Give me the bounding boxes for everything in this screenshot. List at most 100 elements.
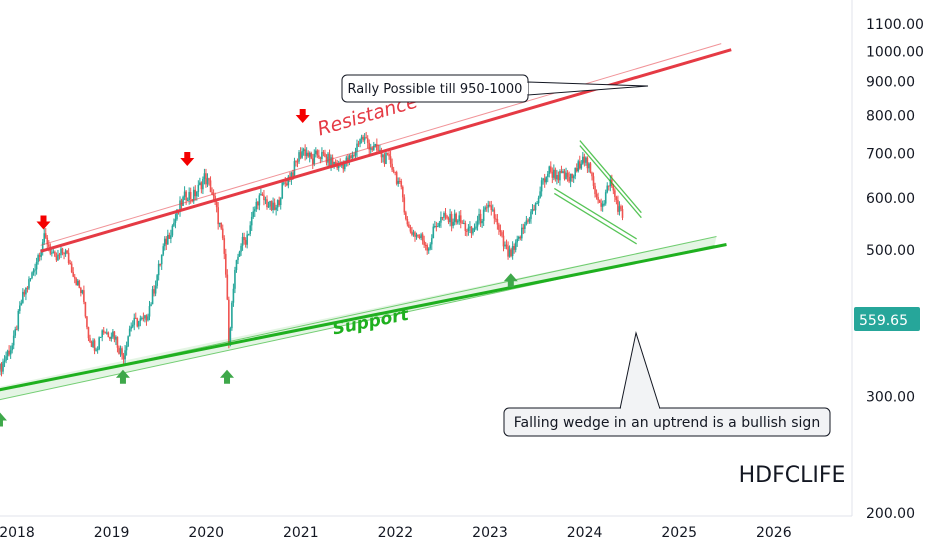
wedge-callout[interactable]: Falling wedge in an uptrend is a bullish…: [503, 331, 831, 437]
candle-body: [197, 184, 200, 192]
candle-body: [458, 215, 461, 222]
candle-body: [379, 149, 381, 151]
candle-body: [530, 211, 532, 219]
candle-body: [92, 340, 94, 347]
candle-body: [17, 310, 20, 330]
candle-body: [313, 153, 316, 165]
candle-body: [423, 240, 425, 245]
candle-body: [461, 222, 464, 224]
candle-body: [597, 196, 599, 201]
candle-body: [432, 226, 435, 239]
candle-body: [600, 202, 602, 207]
candle-body: [240, 245, 242, 252]
candle-body: [392, 169, 395, 172]
candle-body: [105, 332, 108, 334]
rally-callout[interactable]: Rally Possible till 950-1000: [341, 74, 649, 103]
candle-body: [528, 218, 531, 222]
candle-body: [284, 182, 287, 184]
candle-body: [575, 168, 578, 172]
candle-body: [270, 200, 273, 211]
candle-body: [269, 200, 271, 207]
candle-body: [395, 172, 398, 184]
candle-body: [331, 157, 334, 165]
last-price-marker: 559.65: [854, 307, 920, 331]
candle-body: [31, 272, 33, 279]
candle-body: [398, 180, 401, 182]
candle-body: [615, 196, 618, 200]
candle-body: [67, 252, 70, 264]
candle-body: [443, 213, 445, 218]
candle-body: [434, 226, 436, 228]
time-tick-label: 2025: [661, 525, 697, 541]
time-axis[interactable]: 2018 2019 2020 2021 2022 2023 2024 2025 2026: [0, 525, 792, 541]
candle-body: [537, 197, 540, 204]
candle-body: [469, 226, 471, 228]
candle-body: [32, 270, 35, 273]
candle-body: [345, 157, 348, 163]
candle-body: [86, 316, 88, 328]
candle-body: [356, 143, 358, 152]
candle-body: [539, 191, 541, 198]
candle-body: [574, 168, 577, 177]
candle-body: [456, 221, 459, 223]
candle-body: [26, 287, 29, 289]
candle-body: [586, 157, 589, 169]
candle-body: [516, 238, 519, 243]
support-arrow: [220, 369, 235, 384]
price-tick-label: 600.00: [866, 191, 915, 207]
candle-body: [168, 234, 171, 239]
price-tick-label: 1000.00: [866, 44, 924, 60]
candle-body: [435, 226, 438, 228]
candle-body: [237, 256, 239, 261]
candle-body: [569, 173, 572, 182]
candle-body: [430, 238, 433, 245]
candle-body: [327, 153, 329, 163]
candle-body: [511, 246, 514, 256]
candle-body: [307, 152, 309, 157]
candle-body: [211, 192, 213, 195]
candle-body: [99, 336, 102, 338]
candle-body: [409, 227, 412, 232]
candle-body: [241, 236, 244, 246]
candle-body: [189, 192, 192, 200]
price-axis[interactable]: 1100.00 1000.00 900.00 800.00 700.00 600.00 50…: [866, 17, 924, 522]
time-tick-label: 2019: [94, 525, 130, 541]
candle-body: [264, 199, 267, 201]
candle-body: [151, 289, 154, 305]
candle-body: [487, 204, 490, 208]
candle-body: [582, 156, 584, 164]
candle-body: [437, 226, 439, 228]
candle-body: [499, 229, 502, 233]
wedge-callout-pointer: [619, 331, 661, 410]
candle-body: [138, 321, 140, 327]
candle-body: [357, 143, 360, 145]
candle-body: [429, 244, 432, 249]
candle-body: [496, 218, 499, 225]
candle-body: [572, 176, 575, 179]
rally-callout-pointer: [527, 81, 649, 96]
candle-body: [47, 244, 50, 247]
price-tick-label: 500.00: [866, 243, 915, 259]
candle-body: [479, 213, 482, 224]
candle-body: [360, 136, 363, 140]
candle-body: [362, 136, 364, 141]
candle-body: [321, 152, 323, 159]
candle-body: [525, 220, 528, 225]
candle-body: [386, 152, 389, 155]
candle-body: [150, 304, 152, 307]
candle-body: [389, 156, 392, 164]
rally-callout-text: Rally Possible till 950-1000: [348, 82, 523, 97]
support-line-lower: [0, 244, 715, 401]
candle-body: [495, 218, 497, 220]
candle-body: [553, 169, 555, 178]
candle-body: [560, 170, 563, 174]
candle-body: [372, 145, 375, 150]
candle-body: [408, 224, 410, 228]
candle-body: [467, 227, 470, 232]
candle-body: [20, 302, 23, 306]
candle-body: [475, 226, 477, 229]
candle-body: [275, 207, 277, 210]
candle-body: [351, 155, 354, 159]
candle-body: [501, 232, 503, 236]
